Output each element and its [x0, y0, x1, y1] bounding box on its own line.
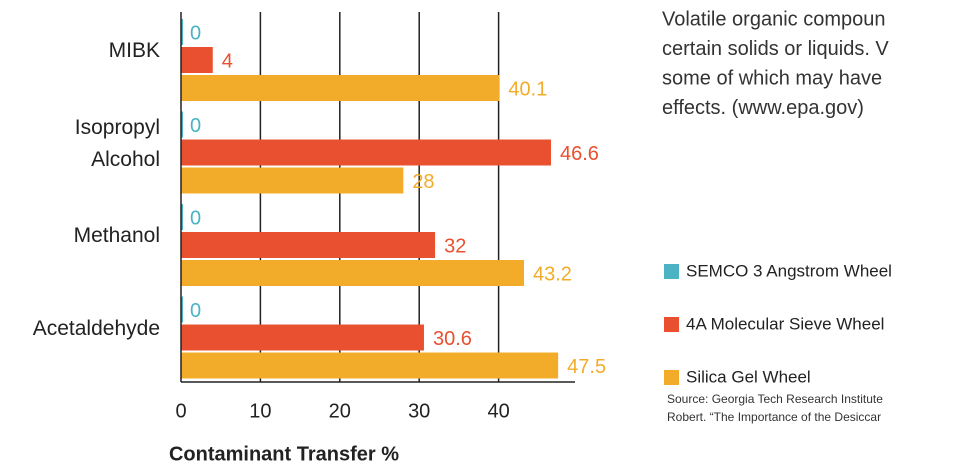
data-label: 40.1: [508, 78, 547, 100]
x-tick-label: 10: [249, 400, 271, 422]
bar: [181, 232, 436, 258]
bar: [181, 47, 213, 73]
data-label: 32: [444, 235, 466, 257]
legend-swatch: [664, 264, 679, 279]
bar: [181, 204, 183, 230]
legend-label: Silica Gel Wheel: [686, 367, 811, 386]
data-label: 30.6: [433, 328, 472, 350]
x-axis-title: Contaminant Transfer %: [169, 443, 399, 465]
legend-swatch: [664, 370, 679, 385]
legend-label: 4A Molecular Sieve Wheel: [686, 314, 884, 333]
data-label: 0: [190, 300, 201, 322]
data-label: 46.6: [560, 143, 599, 165]
bar: [181, 352, 559, 379]
legend-label: SEMCO 3 Angstrom Wheel: [686, 261, 892, 280]
bar: [181, 260, 525, 286]
bar: [181, 19, 183, 45]
source: Robert. “The Importance of the Desiccar: [667, 410, 881, 424]
description: some of which may have: [662, 67, 882, 89]
x-tick-label: 30: [408, 400, 430, 422]
data-label: 43.2: [533, 263, 572, 285]
y-tick-label: Methanol: [73, 224, 160, 247]
data-label: 47.5: [567, 356, 606, 378]
data-label: 4: [222, 50, 233, 72]
y-tick-label: Isopropyl Alcohol: [74, 115, 160, 171]
x-tick-label: 20: [329, 400, 351, 422]
y-tick-label: Acetaldehyde: [32, 316, 160, 340]
x-tick-label: 40: [487, 400, 509, 422]
y-tick-label: MIBK: [108, 39, 160, 62]
data-label: 28: [412, 171, 434, 193]
bar: [181, 324, 424, 351]
data-label: 0: [190, 22, 201, 44]
bar: [181, 75, 500, 101]
description: certain solids or liquids. V: [662, 38, 889, 60]
bar: [181, 296, 183, 323]
data-label: 0: [190, 207, 201, 229]
description: Volatile organic compoun: [662, 8, 885, 30]
bar: [181, 111, 183, 138]
bar: [181, 139, 552, 166]
source: Source: Georgia Tech Research Institute: [667, 392, 883, 406]
description: effects. (www.epa.gov): [662, 97, 864, 119]
x-tick-label: 0: [175, 400, 186, 422]
data-label: 0: [190, 115, 201, 137]
bar: [181, 167, 404, 194]
legend-swatch: [664, 317, 679, 332]
